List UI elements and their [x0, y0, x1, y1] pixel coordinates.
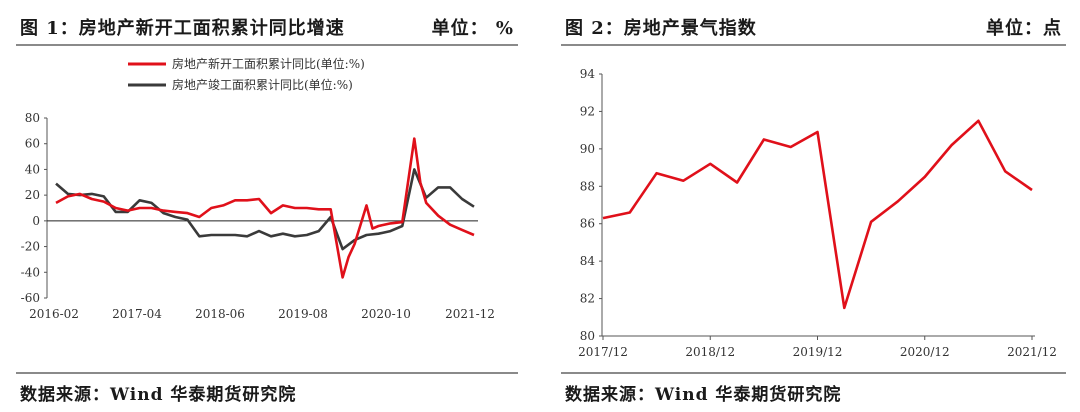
chart1-y-tick-label: 20: [25, 188, 40, 202]
right-chart-header: 图 2：房地产景气指数 单位：点: [565, 14, 1062, 40]
left-top-rule: [16, 44, 518, 46]
chart1-y-tick-label: 80: [25, 111, 40, 125]
chart2-y-tick-label: 90: [580, 142, 595, 156]
left-chart-title: 图 1：房地产新开工面积累计同比增速: [20, 18, 345, 39]
chart1-y-tick-label: 40: [25, 162, 40, 176]
left-source-label: 数据来源：: [20, 385, 110, 405]
chart2-y-tick-label: 86: [580, 217, 595, 231]
chart2-y-tick-label: 84: [580, 254, 596, 268]
right-chart-panel: 图 2：房地产景气指数 单位：点 80 82 84 86 88 90 92 94 2017/12…: [545, 0, 1080, 412]
left-chart-header: 图 1：房地产新开工面积累计同比增速 单位： %: [20, 14, 514, 40]
right-source-value: Wind 华泰期货研究院: [655, 385, 842, 405]
right-chart-unit: 单位：点: [986, 18, 1062, 39]
left-chart-panel: 图 1：房地产新开工面积累计同比增速 单位： % -60 -40 -20 0 20 40 6…: [0, 0, 532, 412]
right-source-label: 数据来源：: [565, 385, 655, 405]
chart1-x-tick-label: 2019-08: [278, 307, 328, 321]
right-source-note: 数据来源：Wind 华泰期货研究院: [565, 380, 841, 405]
chart2-x-tick-label: 2019/12: [793, 345, 843, 359]
chart2-x-tick-label: 2018/12: [685, 345, 735, 359]
chart1-y-tick-label: -40: [21, 265, 40, 279]
chart2-y-tick-label: 92: [580, 104, 595, 118]
chart1-legend-label-1: 房地产竣工面积累计同比(单位:%): [172, 77, 353, 92]
chart1-x-tick-label: 2020-10: [361, 307, 411, 321]
chart1-x-tick-label: 2017-04: [112, 307, 162, 321]
chart2-series-line-0: [602, 119, 1033, 310]
left-source-value: Wind 华泰期货研究院: [110, 385, 297, 405]
chart2-y-tick-label: 82: [580, 292, 595, 306]
right-top-rule: [561, 44, 1066, 46]
chart2-x-tick-label: 2020/12: [900, 345, 950, 359]
chart1-y-tick-label: -20: [21, 240, 40, 254]
right-chart-title: 图 2：房地产景气指数: [565, 18, 757, 39]
right-line-chart: 80 82 84 86 88 90 92 94 2017/12 2018/12 2019/12 202…: [578, 67, 1057, 359]
chart2-x-tick-label: 2017/12: [578, 345, 628, 359]
chart2-x-tick-label: 2021/12: [1007, 345, 1057, 359]
right-bottom-rule: [561, 372, 1066, 374]
chart1-x-tick-label: 2018-06: [195, 307, 245, 321]
chart1-y-tick-label: -60: [21, 291, 40, 305]
chart1-y-tick-label: 0: [32, 214, 40, 228]
left-chart-unit: 单位： %: [431, 18, 514, 39]
chart2-y-tick-label: 88: [580, 179, 595, 193]
chart1-x-tick-label: 2021-12: [445, 307, 495, 321]
chart2-y-tick-label: 80: [580, 329, 595, 343]
chart1-series-line-0: [55, 137, 475, 279]
left-line-chart: -60 -40 -20 0 20 40 60 80 2016-02 2017-04 2018-06 2…: [21, 56, 495, 321]
chart1-x-tick-label: 2016-02: [29, 307, 79, 321]
left-source-note: 数据来源：Wind 华泰期货研究院: [20, 380, 296, 405]
chart1-legend-label-0: 房地产新开工面积累计同比(单位:%): [172, 56, 365, 71]
chart1-y-tick-label: 60: [25, 137, 40, 151]
chart2-y-tick-label: 94: [580, 67, 596, 81]
left-bottom-rule: [16, 372, 518, 374]
